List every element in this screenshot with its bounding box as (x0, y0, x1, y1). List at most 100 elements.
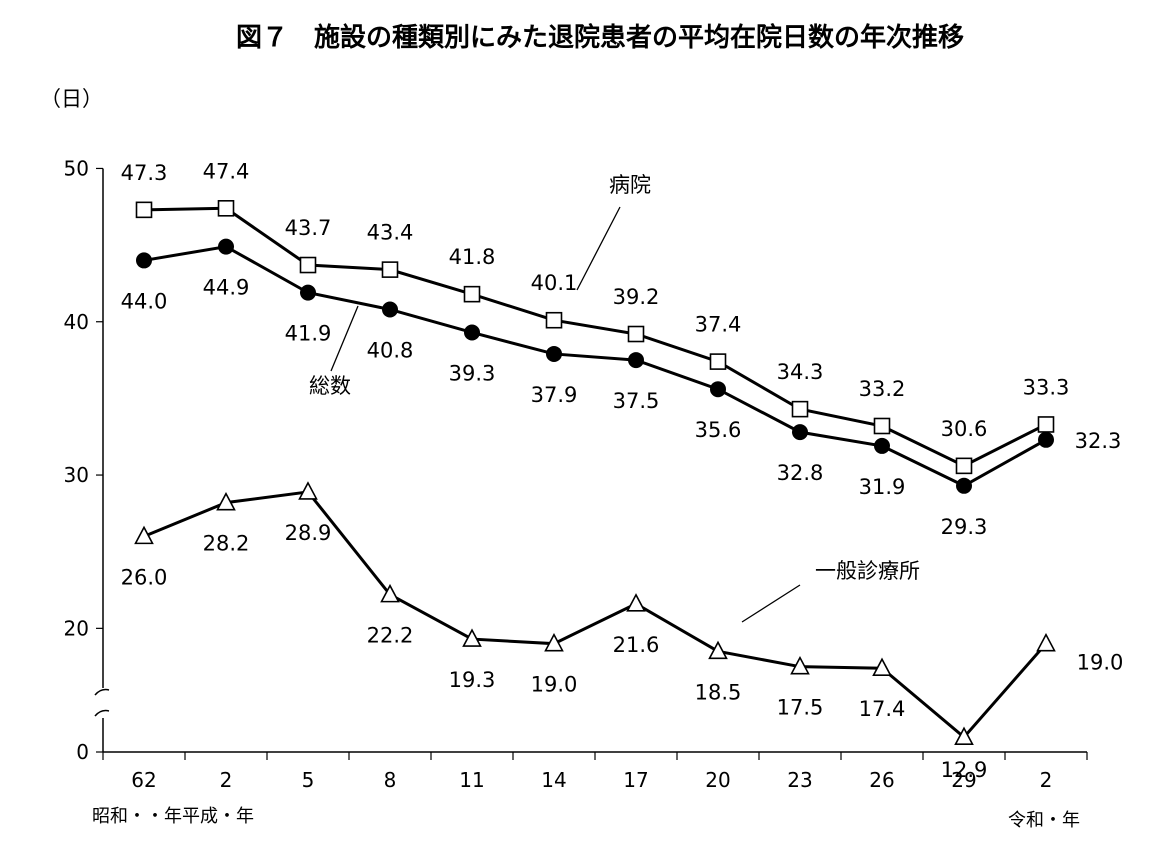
era-label-reiwa: 令和・年 (1008, 810, 1080, 831)
circle-marker (300, 284, 316, 301)
data-label: 44.0 (121, 289, 168, 313)
square-marker (873, 417, 891, 435)
square-marker (709, 353, 727, 370)
series-markers (134, 200, 1056, 745)
triangle-marker (872, 657, 892, 677)
circle-marker (464, 324, 480, 341)
data-label: 28.2 (203, 532, 250, 556)
data-label: 44.9 (203, 276, 250, 300)
y-tick-label: 50 (64, 156, 89, 180)
triangle-marker (134, 525, 154, 545)
data-label: 43.7 (285, 216, 332, 240)
data-label: 40.8 (367, 338, 414, 362)
square-marker (299, 256, 317, 274)
x-tick-label: 2 (220, 768, 233, 792)
x-tick-label: 26 (869, 768, 894, 792)
square-marker (545, 311, 563, 329)
data-label: 32.8 (777, 461, 824, 485)
data-label: 37.9 (531, 383, 578, 407)
circle-marker (546, 345, 562, 362)
series-label: 一般診療所 (815, 559, 920, 583)
data-label: 17.4 (859, 697, 906, 721)
data-label: 39.2 (613, 285, 660, 309)
chart-title: 図７ 施設の種類別にみた退院患者の平均在院日数の年次推移 (236, 22, 964, 53)
data-label: 41.9 (285, 322, 332, 346)
circle-marker (1038, 431, 1054, 448)
square-marker (381, 261, 399, 278)
x-tick-label: 2 (1040, 768, 1053, 792)
data-label: 19.0 (1077, 651, 1124, 675)
data-label: 19.3 (449, 668, 496, 692)
circle-marker (792, 424, 808, 441)
era-label-showa-heisei: 昭和・・年平成・年 (92, 806, 254, 827)
data-label: 12.9 (941, 758, 988, 782)
triangle-marker (790, 655, 810, 675)
data-label: 22.2 (367, 624, 414, 648)
data-label: 30.6 (941, 417, 988, 441)
data-label: 47.3 (121, 161, 168, 185)
data-label: 39.3 (449, 361, 496, 385)
series-label: 病院 (609, 173, 651, 197)
x-tick-label: 5 (302, 768, 315, 792)
data-label: 17.5 (777, 696, 824, 720)
data-label: 28.9 (285, 521, 332, 545)
y-tick-label: 0 (76, 740, 89, 764)
data-label: 34.3 (777, 360, 824, 384)
data-label: 26.0 (121, 565, 168, 589)
square-marker (627, 325, 645, 343)
series-line-0 (143, 206, 1047, 468)
leader-line (330, 305, 359, 372)
circle-marker (710, 381, 726, 398)
circle-marker (956, 477, 972, 494)
x-tick-label: 23 (787, 768, 812, 792)
triangle-marker (544, 632, 564, 652)
leader-line (741, 584, 801, 623)
triangle-marker (1036, 632, 1056, 652)
data-label: 41.8 (449, 245, 496, 269)
circle-marker (628, 352, 644, 369)
data-label: 43.4 (367, 221, 414, 245)
leader-line (576, 206, 621, 291)
circle-marker (382, 301, 398, 318)
x-tick-label: 14 (541, 768, 566, 792)
data-label: 40.1 (531, 271, 578, 295)
square-marker (463, 285, 481, 303)
triangle-marker (298, 481, 318, 500)
x-tick-label: 29 (951, 768, 976, 792)
triangle-marker (954, 726, 974, 745)
triangle-marker (708, 640, 728, 660)
triangle-marker (216, 491, 236, 511)
y-tick-label: 40 (64, 310, 89, 334)
y-axis-break-mark-upper (94, 688, 110, 696)
data-label: 35.6 (695, 418, 742, 442)
series-line-2 (143, 490, 1048, 740)
x-tick-labels: 62 2 5 8 11 14 17 20 23 26 29 2 (131, 768, 1052, 792)
y-tick-label: 30 (64, 463, 89, 487)
data-label: 31.9 (859, 475, 906, 499)
data-label: 37.4 (695, 313, 742, 337)
y-tick-label: 20 (64, 616, 89, 640)
square-marker (791, 400, 809, 418)
value-labels: 47.3 47.4 43.7 43.4 41.8 40.1 39.2 37.4 34.3 33.2… (121, 159, 1124, 782)
square-marker (955, 457, 973, 475)
series-label: 総数 (309, 374, 351, 398)
circle-marker (218, 238, 234, 255)
data-label: 33.3 (1023, 375, 1070, 399)
data-label: 18.5 (695, 680, 742, 704)
data-label: 37.5 (613, 389, 660, 413)
x-tick-label: 8 (384, 768, 397, 792)
x-tick-label: 62 (131, 768, 156, 792)
square-marker (217, 200, 235, 217)
data-label: 47.4 (203, 159, 250, 183)
triangle-marker (626, 593, 646, 612)
square-marker (135, 201, 153, 219)
data-label: 21.6 (613, 633, 660, 657)
triangle-marker (380, 583, 400, 603)
triangle-marker (462, 628, 482, 647)
x-tick-label: 11 (459, 768, 484, 792)
circle-marker (136, 252, 152, 269)
data-label: 19.0 (531, 673, 578, 697)
series-lines (143, 206, 1048, 740)
